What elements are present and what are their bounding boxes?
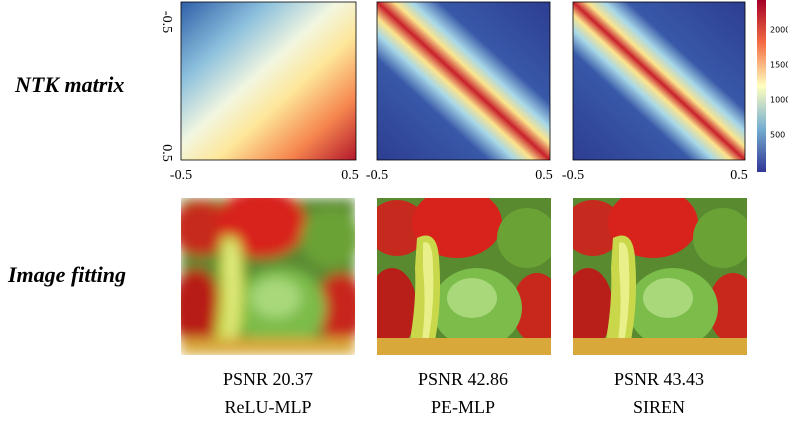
method: ReLU-MLP xyxy=(225,397,312,417)
x-tick-label: 0.5 xyxy=(730,168,748,183)
heatmap xyxy=(376,1,551,161)
heatmap xyxy=(572,1,746,161)
colorbar-tick: 1500 xyxy=(770,61,788,70)
colorbar-tick: 500 xyxy=(770,131,785,140)
fitted-image xyxy=(181,198,355,355)
heatmap xyxy=(180,1,357,161)
x-tick-label: 0.5 xyxy=(535,168,553,183)
psnr: PSNR 42.86 xyxy=(418,369,508,389)
row-label: Image fitting xyxy=(7,262,126,287)
method: SIREN xyxy=(633,397,685,417)
x-tick-label: -0.5 xyxy=(562,168,584,183)
y-tick-label: -0.5 xyxy=(159,11,174,33)
fitted-image xyxy=(573,198,747,355)
method: PE-MLP xyxy=(431,397,495,417)
fitted-image xyxy=(377,198,551,355)
row-label: NTK matrix xyxy=(14,72,124,97)
psnr: PSNR 43.43 xyxy=(614,369,704,389)
x-ticks: -0.5 0.5 -0.5 0.5 -0.5 0.5 xyxy=(170,168,748,183)
colorbar-tick: 1000 xyxy=(770,96,788,105)
x-tick-label: -0.5 xyxy=(170,168,192,183)
y-tick-label: 0.5 xyxy=(159,144,174,162)
x-tick-label: 0.5 xyxy=(341,168,359,183)
psnr: PSNR 20.37 xyxy=(223,369,313,389)
colorbar xyxy=(757,0,766,172)
colorbar-tick: 2000 xyxy=(770,26,788,35)
x-tick-label: -0.5 xyxy=(366,168,388,183)
